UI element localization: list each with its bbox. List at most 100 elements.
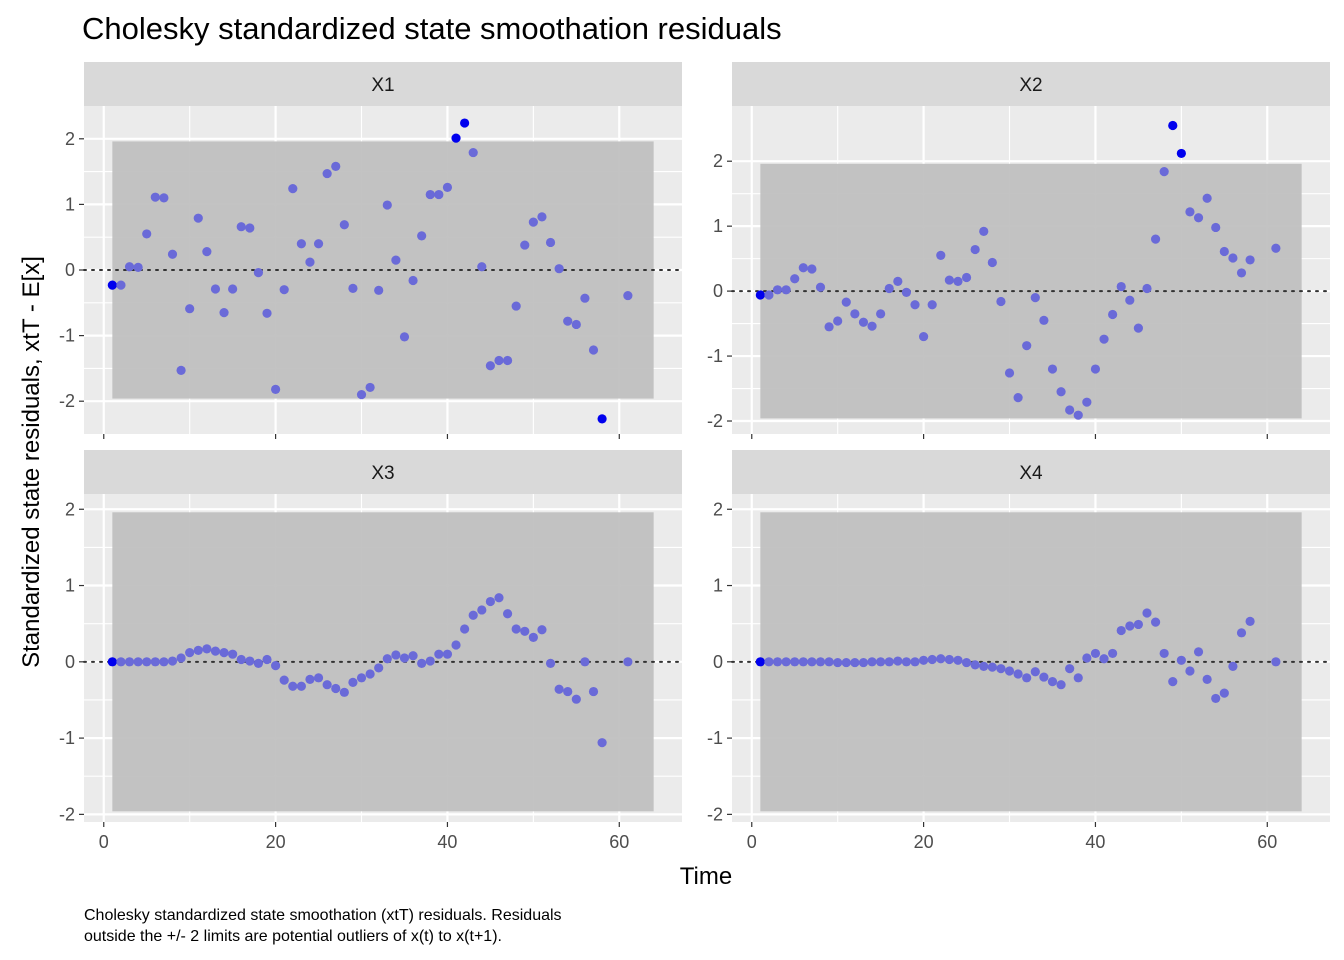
data-point [1185, 666, 1195, 676]
data-point [124, 262, 135, 272]
data-point [468, 147, 478, 158]
data-point [1073, 673, 1083, 683]
data-point [116, 657, 126, 667]
data-point [1030, 293, 1040, 303]
x-tick-label: 0 [747, 832, 757, 852]
data-point [580, 293, 590, 303]
data-point [1108, 309, 1118, 320]
panel-x2: X2 -2 -1 0 1 2 [707, 62, 1331, 439]
data-point [1090, 648, 1101, 659]
data-point [528, 632, 538, 643]
data-point [1185, 207, 1195, 217]
data-point [477, 605, 487, 615]
data-point [460, 624, 470, 634]
y-tick-label: 2 [713, 499, 723, 519]
y-tick-label: -1 [59, 326, 75, 346]
caption-line-1: Cholesky standardized state smoothation … [84, 907, 562, 924]
outlier-point [755, 290, 765, 300]
data-point [961, 272, 972, 283]
data-point [202, 644, 212, 654]
y-tick-label: 1 [713, 216, 723, 236]
data-point [901, 287, 912, 298]
y-tick-label: 1 [65, 576, 75, 596]
data-point [494, 355, 504, 366]
data-point [322, 680, 332, 690]
data-point [1159, 167, 1169, 177]
data-point [434, 649, 444, 659]
data-point [365, 382, 375, 393]
data-point [1022, 341, 1032, 351]
data-point [781, 285, 791, 295]
data-point [288, 184, 298, 194]
data-point [1047, 364, 1058, 374]
data-point [970, 244, 980, 255]
data-point [979, 226, 989, 236]
data-point [485, 596, 495, 607]
data-point [159, 657, 169, 667]
data-point [884, 283, 894, 294]
data-point [841, 297, 851, 307]
outlier-point [1176, 148, 1186, 159]
data-point [528, 217, 538, 227]
data-point [245, 223, 255, 233]
data-point [1022, 673, 1032, 683]
data-point [271, 661, 281, 671]
data-point [571, 319, 581, 330]
data-point [167, 656, 178, 666]
data-point [245, 656, 255, 666]
data-point [1004, 368, 1015, 378]
data-point [893, 276, 903, 286]
data-point [927, 654, 937, 665]
strip-background [84, 450, 682, 494]
data-point [961, 657, 972, 668]
data-point [142, 657, 152, 667]
data-point [1142, 608, 1152, 618]
x-tick-label: 40 [1085, 832, 1105, 852]
data-point [807, 264, 817, 274]
data-point [571, 694, 581, 704]
data-point [970, 660, 980, 670]
data-point [494, 593, 504, 603]
data-point [996, 296, 1006, 307]
data-point [150, 192, 160, 202]
data-point [1236, 268, 1247, 278]
data-point [1168, 677, 1178, 687]
data-point [1082, 397, 1092, 407]
data-point [468, 610, 478, 620]
data-point [597, 738, 607, 748]
data-point [944, 275, 954, 285]
data-point [1236, 628, 1247, 638]
data-point [451, 640, 461, 650]
data-point [588, 345, 599, 355]
data-point [841, 657, 851, 668]
data-point [537, 625, 547, 635]
data-point [305, 257, 315, 267]
outlier-point [597, 414, 607, 424]
data-point [1125, 295, 1135, 305]
data-point [374, 663, 384, 673]
data-point [399, 653, 410, 663]
data-point [1039, 672, 1049, 682]
data-point [815, 282, 826, 292]
data-point [996, 664, 1006, 674]
data-point [1271, 657, 1281, 667]
data-point [815, 657, 826, 667]
data-point [176, 653, 186, 663]
strip-background [84, 62, 682, 106]
data-point [442, 649, 453, 659]
data-point [936, 654, 946, 664]
data-point [124, 657, 135, 667]
data-point [798, 657, 808, 667]
data-point [253, 268, 264, 278]
outlier-point [755, 657, 765, 667]
data-point [425, 189, 435, 200]
data-point [798, 263, 808, 273]
data-point [901, 657, 912, 667]
data-point [502, 355, 513, 366]
data-point [133, 262, 143, 272]
data-point [502, 609, 513, 619]
data-point [331, 161, 341, 171]
